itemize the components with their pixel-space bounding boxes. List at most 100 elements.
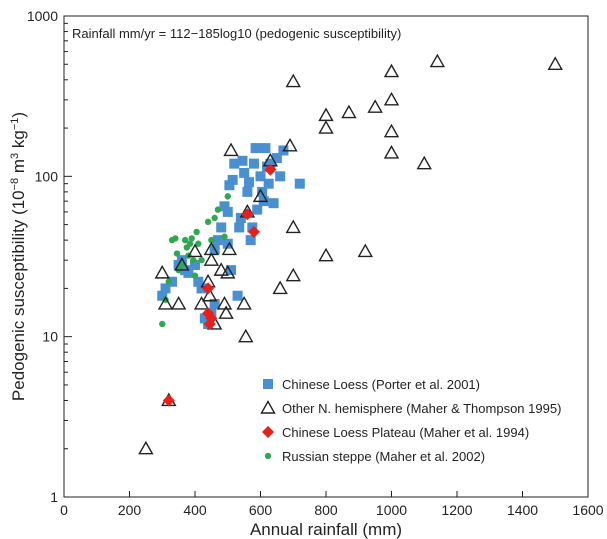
data-point-other-nh <box>282 137 298 152</box>
data-point-chinese-loess <box>216 222 227 233</box>
x-tick-label: 1400 <box>507 502 538 518</box>
data-point-other-nh <box>202 287 218 302</box>
data-point-chinese-loess <box>271 153 282 164</box>
data-point-loess-plateau <box>264 163 277 176</box>
data-point-russian-steppe <box>172 235 179 242</box>
data-point-russian-steppe <box>195 240 202 247</box>
data-point-chinese-loess <box>245 235 256 246</box>
data-point-russian-steppe <box>188 235 195 242</box>
y-axis-title-mid2: kg <box>9 130 28 153</box>
data-point-other-nh <box>252 188 269 203</box>
data-point-other-nh <box>429 53 446 68</box>
data-point-other-nh <box>216 296 233 310</box>
legend-label-russian-steppe: Russian steppe (Maher et al. 2002) <box>282 449 485 464</box>
data-point-chinese-loess <box>193 276 204 287</box>
data-point-chinese-loess <box>183 267 194 278</box>
data-point-other-nh <box>285 267 301 282</box>
data-point-other-nh <box>238 328 254 343</box>
data-point-chinese-loess <box>247 222 258 233</box>
data-point-chinese-loess-legend <box>263 379 273 389</box>
data-point-loess-plateau <box>162 394 175 407</box>
data-point-russian-steppe <box>191 272 199 279</box>
data-point-russian-steppe <box>186 240 194 247</box>
data-point-chinese-loess <box>167 276 178 287</box>
data-point-other-nh <box>367 99 383 113</box>
data-point-chinese-loess <box>250 143 261 154</box>
data-point-chinese-loess <box>160 283 171 294</box>
data-point-loess-plateau <box>205 312 218 325</box>
data-point-other-nh <box>138 440 154 455</box>
data-point-chinese-loess <box>255 171 266 182</box>
x-tick-label: 1000 <box>376 502 407 518</box>
y-tick-label: 1000 <box>27 8 58 24</box>
y-axis-title: Pedogenic susceptibility (10−8 m3 kg−1) <box>9 112 28 401</box>
data-point-chinese-loess <box>242 186 253 197</box>
data-point-other-nh <box>285 73 301 88</box>
data-point-russian-steppe <box>173 250 181 257</box>
y-axis-title-exp3: −1 <box>9 118 21 131</box>
data-point-chinese-loess <box>265 158 276 169</box>
data-points <box>138 53 563 455</box>
data-point-chinese-loess <box>260 143 271 154</box>
data-point-russian-steppe <box>181 236 189 244</box>
data-point-russian-steppe <box>208 236 215 244</box>
data-point-chinese-loess <box>222 238 233 249</box>
data-point-other-nh <box>383 123 400 138</box>
y-axis-title-exp2: 3 <box>9 153 21 159</box>
data-point-russian-steppe <box>165 278 172 285</box>
data-point-other-nh <box>236 296 252 310</box>
data-point-chinese-loess <box>235 212 246 223</box>
y-axis-title-main: Pedogenic susceptibility (10 <box>9 190 28 401</box>
data-point-chinese-loess <box>232 290 243 301</box>
data-point-chinese-loess <box>157 290 168 301</box>
legend: Chinese Loess (Porter et al. 2001) Other… <box>260 377 561 464</box>
data-point-chinese-loess <box>212 235 223 246</box>
data-point-chinese-loess <box>252 204 263 215</box>
data-point-chinese-loess <box>224 180 235 191</box>
data-point-other-nh <box>187 243 203 258</box>
data-point-russian-steppe <box>221 233 228 240</box>
data-point-russian-steppe <box>224 193 231 200</box>
data-point-loess-plateau-legend <box>262 426 274 438</box>
data-point-other-nh <box>341 104 357 119</box>
data-point-chinese-loess <box>237 155 248 166</box>
data-point-other-nh <box>272 280 288 295</box>
data-point-other-nh <box>203 252 220 266</box>
legend-label-other-nh: Other N. hemisphere (Maher & Thompson 19… <box>282 401 561 416</box>
y-axis-title-mid: m <box>9 159 28 178</box>
data-point-chinese-loess <box>199 313 210 324</box>
data-point-other-nh <box>223 142 239 157</box>
y-axis-title-end: ) <box>9 112 28 118</box>
data-point-russian-steppe <box>190 256 197 264</box>
data-point-other-nh <box>547 56 563 70</box>
data-point-chinese-loess <box>222 206 233 217</box>
data-point-loess-plateau <box>202 282 215 295</box>
data-point-other-nh <box>383 91 400 106</box>
data-point-russian-steppe <box>204 218 212 226</box>
data-point-russian-steppe <box>159 320 166 328</box>
legend-item-other-nh: Other N. hemisphere (Maher & Thompson 19… <box>260 400 561 416</box>
data-point-russian-steppe <box>193 228 200 236</box>
data-point-chinese-loess <box>268 198 279 209</box>
x-tick-label: 0 <box>60 502 68 518</box>
data-point-other-nh <box>318 107 334 122</box>
data-point-chinese-loess <box>239 167 250 178</box>
data-point-russian-steppe <box>178 261 186 269</box>
data-point-chinese-loess <box>248 158 259 169</box>
legend-label-chinese-loess: Chinese Loess (Porter et al. 2001) <box>282 377 480 392</box>
equation-annotation: Rainfall mm/yr = 112−185log10 (pedogenic… <box>72 26 401 41</box>
x-tick-label: 800 <box>314 502 338 518</box>
data-point-chinese-loess <box>275 171 286 182</box>
legend-item-russian-steppe: Russian steppe (Maher et al. 2002) <box>264 449 485 464</box>
data-point-other-nh <box>193 296 210 310</box>
data-point-chinese-loess <box>176 255 187 266</box>
y-axis-title-exp1: −8 <box>9 178 21 191</box>
data-point-other-nh-legend <box>260 400 276 414</box>
y-tick-label: 10 <box>42 329 58 345</box>
data-point-other-nh <box>170 296 187 310</box>
data-point-other-nh <box>220 264 236 279</box>
data-point-chinese-loess <box>244 177 255 188</box>
data-point-chinese-loess <box>226 265 237 276</box>
data-point-russian-steppe-legend <box>264 452 272 460</box>
